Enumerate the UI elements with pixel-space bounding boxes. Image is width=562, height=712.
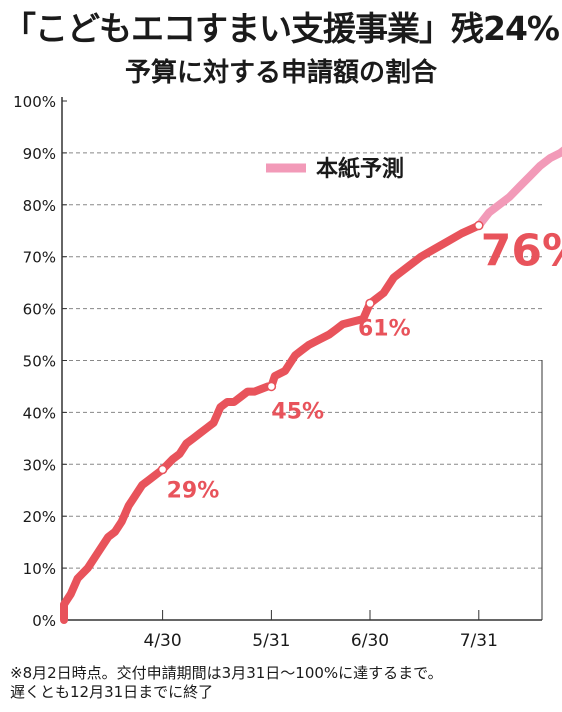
- x-tick-label: 6/30: [351, 631, 389, 651]
- annotation-marker: [474, 220, 484, 231]
- y-tick-label: 10%: [23, 560, 56, 578]
- annotation-label: 45%: [271, 399, 324, 424]
- annotation-marker: [157, 464, 168, 475]
- y-tick-label: 30%: [23, 456, 56, 474]
- footnote: ※8月2日時点。交付申請期間は3月31日～100%に達するまで。 遅くとも12月…: [10, 664, 558, 702]
- x-tick-label: 7/31: [460, 631, 498, 651]
- y-tick-label: 0%: [32, 612, 56, 630]
- series-line-forecast: [474, 146, 562, 230]
- footnote-line-2: 遅くとも12月31日までに終了: [10, 683, 214, 701]
- x-tick-label: 4/30: [144, 631, 182, 651]
- y-tick-label: 20%: [23, 508, 56, 526]
- legend-label-forecast: 本紙予測: [316, 156, 404, 182]
- y-tick-label: 100%: [13, 93, 56, 111]
- annotation-marker: [365, 298, 375, 309]
- y-tick-label: 90%: [23, 145, 56, 163]
- x-tick-label: 5/31: [252, 631, 290, 651]
- y-tick-label: 50%: [23, 353, 56, 371]
- annotation-label: 61%: [358, 316, 411, 341]
- page-title: 「こどもエコすまい支援事業」残24%: [3, 9, 560, 48]
- annotation-label: 29%: [167, 478, 220, 503]
- y-tick-label: 70%: [23, 249, 56, 267]
- annotation-marker: [266, 381, 277, 392]
- annotation-label: 76%: [481, 226, 562, 277]
- series-line-actual: [60, 221, 483, 624]
- y-tick-label: 80%: [23, 197, 56, 215]
- y-tick-label: 60%: [23, 301, 56, 319]
- y-tick-label: 40%: [23, 404, 56, 422]
- chart-subtitle: 予算に対する申請額の割合: [124, 58, 437, 88]
- footnote-line-1: ※8月2日時点。交付申請期間は3月31日～100%に達するまで。: [10, 664, 443, 682]
